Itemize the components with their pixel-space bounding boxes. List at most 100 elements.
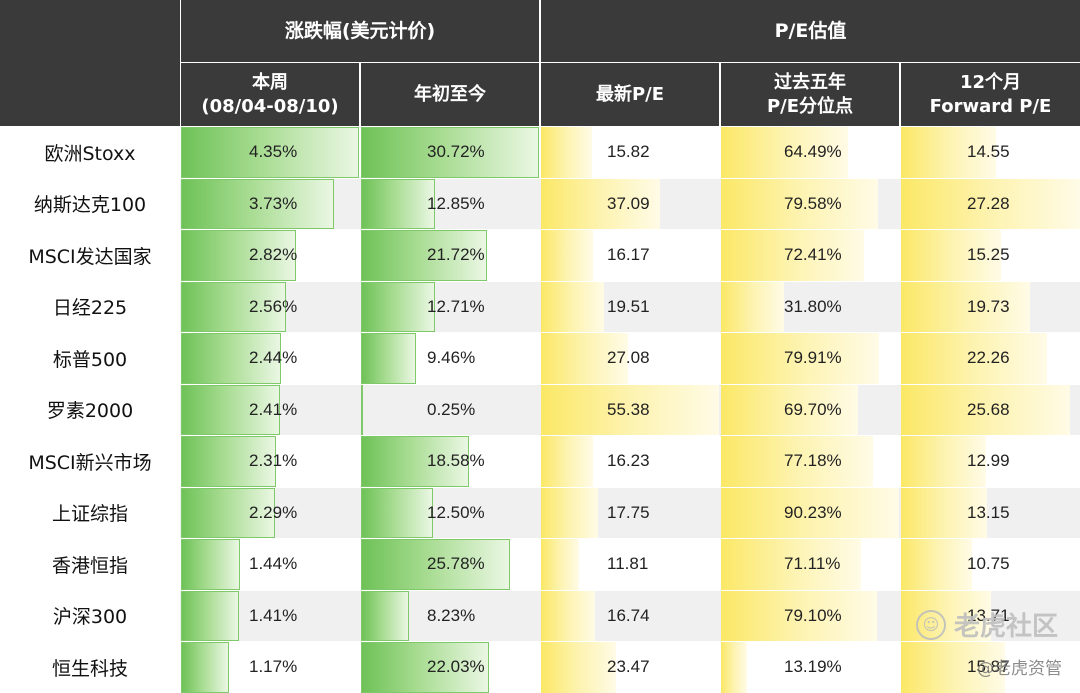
header-col-week: 本周 (08/04-08/10) bbox=[181, 63, 359, 126]
data-bar bbox=[901, 384, 1070, 435]
cell-value: 16.23 bbox=[607, 451, 650, 471]
table-cell: 27.08 bbox=[541, 333, 719, 384]
cell-value: 2.29% bbox=[249, 502, 298, 522]
data-bar bbox=[541, 590, 595, 641]
cell-value: 21.72% bbox=[427, 245, 485, 265]
header-col-pct: 过去五年 P/E分位点 bbox=[721, 63, 899, 126]
table-cell: 22.03% bbox=[361, 642, 539, 693]
data-bar bbox=[361, 127, 539, 178]
table-cell: 30.72% bbox=[361, 127, 539, 178]
header-corner bbox=[0, 0, 180, 126]
data-bar bbox=[541, 127, 592, 178]
data-bar bbox=[541, 384, 719, 435]
table-cell: 1.41% bbox=[181, 590, 359, 641]
cell-value: 15.25 bbox=[967, 245, 1010, 265]
cell-value: 90.23% bbox=[784, 502, 842, 522]
data-bar bbox=[721, 590, 878, 641]
table-cell: 0.25% bbox=[361, 384, 539, 435]
row-label: 恒生科技 bbox=[51, 657, 128, 680]
cell-value: 69.70% bbox=[784, 399, 842, 419]
table-cell: 15.25 bbox=[901, 230, 1080, 281]
data-bar bbox=[721, 436, 874, 487]
cell-value: 72.41% bbox=[784, 245, 842, 265]
cell-value: 15.87 bbox=[967, 657, 1010, 677]
cell-value: 79.91% bbox=[784, 348, 842, 368]
table-cell: 14.55 bbox=[901, 127, 1080, 178]
cell-value: 1.17% bbox=[249, 657, 298, 677]
table-cell: 2.31% bbox=[181, 436, 359, 487]
cell-value: 18.58% bbox=[427, 451, 485, 471]
table-cell: 21.72% bbox=[361, 230, 539, 281]
header-group-pe: P/E估值 bbox=[541, 0, 1080, 62]
table-cell: 79.10% bbox=[721, 590, 899, 641]
data-bar bbox=[541, 230, 593, 281]
header-col-pe: 最新P/E bbox=[541, 63, 719, 126]
data-bar bbox=[361, 281, 435, 332]
data-bar bbox=[721, 642, 748, 693]
cell-value: 15.82 bbox=[607, 142, 650, 162]
data-bar bbox=[721, 230, 864, 281]
cell-value: 79.58% bbox=[784, 193, 842, 213]
cell-value: 19.51 bbox=[607, 296, 650, 316]
cell-value: 16.74 bbox=[607, 605, 650, 625]
data-bar bbox=[541, 436, 594, 487]
table-cell: 1.44% bbox=[181, 539, 359, 590]
table-cell: 2.29% bbox=[181, 487, 359, 538]
data-bar bbox=[361, 384, 363, 435]
data-bar bbox=[361, 436, 469, 487]
table-cell: 13.15 bbox=[901, 487, 1080, 538]
data-bar bbox=[181, 281, 286, 332]
cell-value: 79.10% bbox=[784, 605, 842, 625]
row-label: MSCI新兴市场 bbox=[28, 451, 152, 474]
table-cell: 3.73% bbox=[181, 178, 359, 229]
data-bar bbox=[181, 333, 281, 384]
cell-value: 2.82% bbox=[249, 245, 298, 265]
table-cell: 12.85% bbox=[361, 178, 539, 229]
table-cell: 16.23 bbox=[541, 436, 719, 487]
cell-value: 1.44% bbox=[249, 554, 298, 574]
watermark-brand: 老虎社区 bbox=[953, 612, 1058, 642]
table-cell: 72.41% bbox=[721, 230, 899, 281]
table-cell: 17.75 bbox=[541, 487, 719, 538]
cell-value: 8.23% bbox=[427, 605, 476, 625]
data-bar bbox=[361, 487, 434, 538]
data-bar bbox=[901, 436, 987, 487]
data-bar bbox=[181, 642, 229, 693]
data-bar bbox=[181, 590, 239, 641]
cell-value: 2.56% bbox=[249, 296, 298, 316]
table-cell: 2.44% bbox=[181, 333, 359, 384]
data-bar bbox=[361, 333, 416, 384]
cell-value: 12.71% bbox=[427, 296, 485, 316]
data-bar bbox=[541, 642, 617, 693]
cell-value: 2.44% bbox=[249, 348, 298, 368]
table-cell: 22.26 bbox=[901, 333, 1080, 384]
table-cell: 9.46% bbox=[361, 333, 539, 384]
table-cell: 27.28 bbox=[901, 178, 1080, 229]
table-cell: 23.47 bbox=[541, 642, 719, 693]
data-bar bbox=[361, 642, 489, 693]
table-cell: 19.51 bbox=[541, 281, 719, 332]
table-cell: 16.74 bbox=[541, 590, 719, 641]
data-bar bbox=[541, 281, 604, 332]
cell-value: 0.25% bbox=[427, 399, 476, 419]
data-bar bbox=[361, 178, 436, 229]
row-label: 沪深300 bbox=[52, 606, 128, 629]
table-cell: 79.91% bbox=[721, 333, 899, 384]
table-cell: 2.56% bbox=[181, 281, 359, 332]
data-bar bbox=[901, 642, 1006, 693]
data-bar bbox=[181, 539, 240, 590]
cell-value: 25.78% bbox=[427, 554, 485, 574]
cell-value: 2.41% bbox=[249, 399, 298, 419]
header-col-ytd: 年初至今 bbox=[361, 63, 539, 126]
header-col-pct-line2: P/E分位点 bbox=[766, 95, 854, 117]
data-bar bbox=[541, 487, 599, 538]
cell-value: 25.68 bbox=[967, 399, 1010, 419]
table-cell: 4.35% bbox=[181, 127, 359, 178]
cell-value: 37.09 bbox=[607, 193, 650, 213]
data-bar bbox=[541, 539, 579, 590]
table-cell: 11.81 bbox=[541, 539, 719, 590]
data-bar bbox=[901, 590, 991, 641]
header-col-week-line2: (08/04-08/10) bbox=[201, 95, 339, 117]
data-bar bbox=[361, 230, 487, 281]
table-cell: 15.87 bbox=[901, 642, 1080, 693]
